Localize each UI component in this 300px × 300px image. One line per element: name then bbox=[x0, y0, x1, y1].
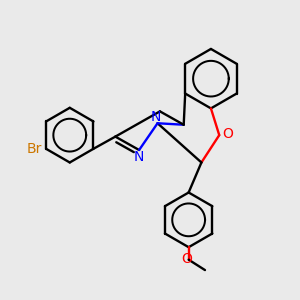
Text: Br: Br bbox=[26, 142, 42, 156]
Text: N: N bbox=[151, 110, 161, 124]
Text: N: N bbox=[133, 149, 144, 164]
Text: O: O bbox=[222, 127, 233, 141]
Text: O: O bbox=[181, 252, 192, 266]
